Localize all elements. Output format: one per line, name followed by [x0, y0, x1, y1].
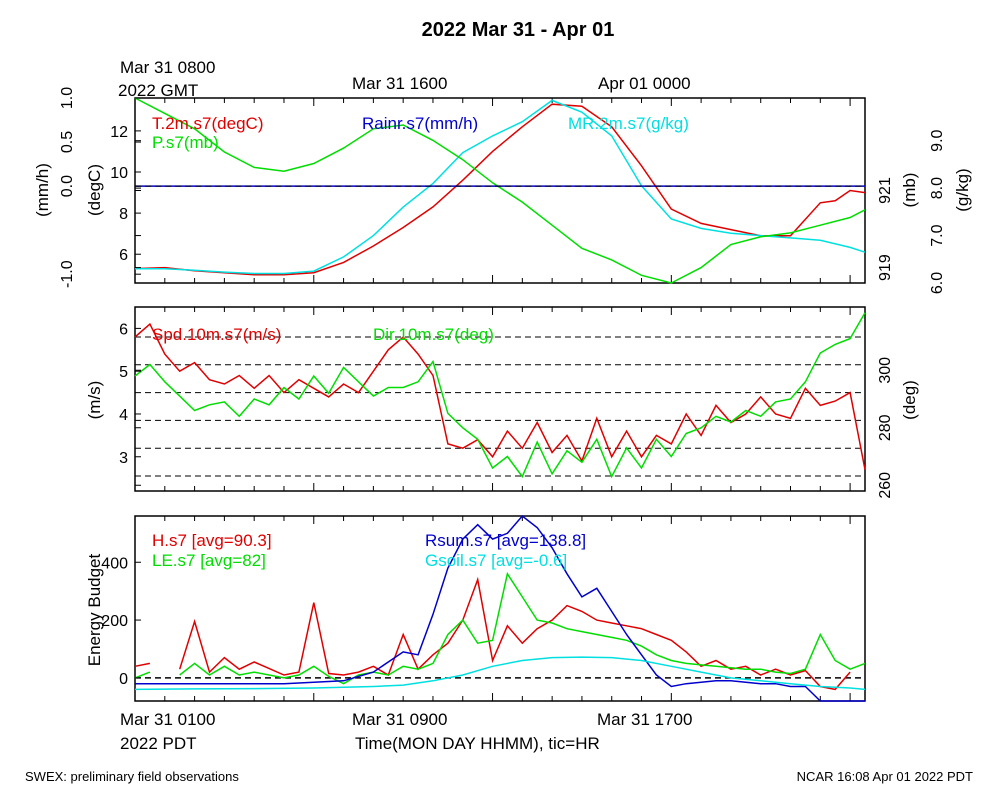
- top-time-start-2: 2022 GMT: [118, 81, 198, 100]
- chart-title: 2022 Mar 31 - Apr 01: [422, 19, 615, 41]
- spd-tick-label: 6: [119, 321, 128, 338]
- spd-tick-label: 4: [119, 407, 128, 424]
- legend-rain: Rainr.s7(mm/h): [362, 114, 478, 133]
- series-line-le: [134, 571, 866, 685]
- dir-tick-label: 300: [877, 357, 894, 384]
- temp-tick-label: 12: [110, 124, 128, 141]
- series-line-h: [134, 576, 851, 691]
- series-line-t: [134, 103, 866, 276]
- mr-tick-label: 6.0: [929, 272, 946, 294]
- spd-tick-label: 3: [119, 450, 128, 467]
- top-time-end: Apr 01 0000: [598, 74, 691, 93]
- energy-tick-label: 400: [101, 555, 128, 572]
- pres-tick-label: 919: [877, 254, 894, 281]
- mr-tick-label: 9.0: [929, 129, 946, 151]
- mr-tick-label: 7.0: [929, 224, 946, 246]
- bottom-time-start-1: Mar 31 0100: [120, 710, 215, 729]
- mr-tick-label: 8.0: [929, 177, 946, 199]
- top-time-start-1: Mar 31 0800: [120, 58, 215, 77]
- series-line-mr: [135, 99, 866, 275]
- panel1-plot: -1.0 0.0 0.5 1.0 6 8 10 12 919 921 6.0 7.0 8.0 9.0: [59, 87, 946, 294]
- legend-h: H.s7 [avg=90.3]: [152, 531, 272, 550]
- legend-pres: P.s7(mb): [152, 133, 219, 152]
- bottom-time-end: Mar 31 1700: [597, 710, 692, 729]
- dir-tick-label: 280: [877, 414, 894, 441]
- footer-right: NCAR 16:08 Apr 01 2022 PDT: [797, 769, 973, 784]
- series-line-p: [134, 97, 866, 284]
- series-line-spd: [134, 322, 866, 470]
- temp-tick-label: 6: [119, 247, 128, 264]
- spd-axis-label: (m/s): [85, 381, 104, 420]
- panel3-frame: [134, 515, 866, 702]
- legend-temp: T.2m.s7(degC): [152, 114, 263, 133]
- energy-axis-label: Energy Budget: [85, 553, 104, 666]
- pres-axis-label: (mb): [900, 173, 919, 208]
- panel2-frame: [134, 306, 866, 492]
- rain-tick-label: -1.0: [59, 260, 76, 288]
- rain-tick-label: 0.5: [59, 131, 76, 153]
- legend-le: LE.s7 [avg=82]: [152, 551, 266, 570]
- energy-tick-label: 200: [101, 613, 128, 630]
- legend-rsum: Rsum.s7 [avg=138.8]: [425, 531, 586, 550]
- legend-gsoil: Gsoil.s7 [avg=-0.6]: [425, 551, 567, 570]
- series-line-gsoil: [134, 656, 866, 691]
- rain-axis-label: (mm/h): [33, 163, 52, 217]
- series-line-dir: [134, 312, 866, 479]
- spd-tick-label: 5: [119, 364, 128, 381]
- pres-tick-label: 921: [877, 177, 894, 204]
- temp-tick-label: 10: [110, 165, 128, 182]
- energy-tick-label: 0: [119, 671, 128, 688]
- footer-left: SWEX: preliminary field observations: [25, 769, 239, 784]
- legend-dir: Dir.10m.s7(deg): [373, 325, 494, 344]
- dir-axis-label: (deg): [900, 380, 919, 420]
- legend-mr: MR.2m.s7(g/kg): [568, 114, 689, 133]
- rain-tick-label: 1.0: [59, 87, 76, 109]
- mr-axis-label: (g/kg): [953, 168, 972, 211]
- top-time-mid: Mar 31 1600: [352, 74, 447, 93]
- series-line-rsum: [135, 514, 865, 702]
- temp-axis-label: (degC): [85, 164, 104, 216]
- panel3-plot: 0 200 400: [101, 514, 866, 702]
- legend-spd: Spd.10m.s7(m/s): [152, 325, 281, 344]
- panel2-plot: 3 4 5 6 260 280 300: [119, 307, 894, 499]
- rain-tick-label: 0.0: [59, 175, 76, 197]
- temp-tick-label: 8: [119, 206, 128, 223]
- x-axis-label: Time(MON DAY HHMM), tic=HR: [355, 734, 600, 753]
- dir-tick-label: 260: [877, 472, 894, 499]
- bottom-time-mid: Mar 31 0900: [352, 710, 447, 729]
- bottom-time-start-2: 2022 PDT: [120, 734, 197, 753]
